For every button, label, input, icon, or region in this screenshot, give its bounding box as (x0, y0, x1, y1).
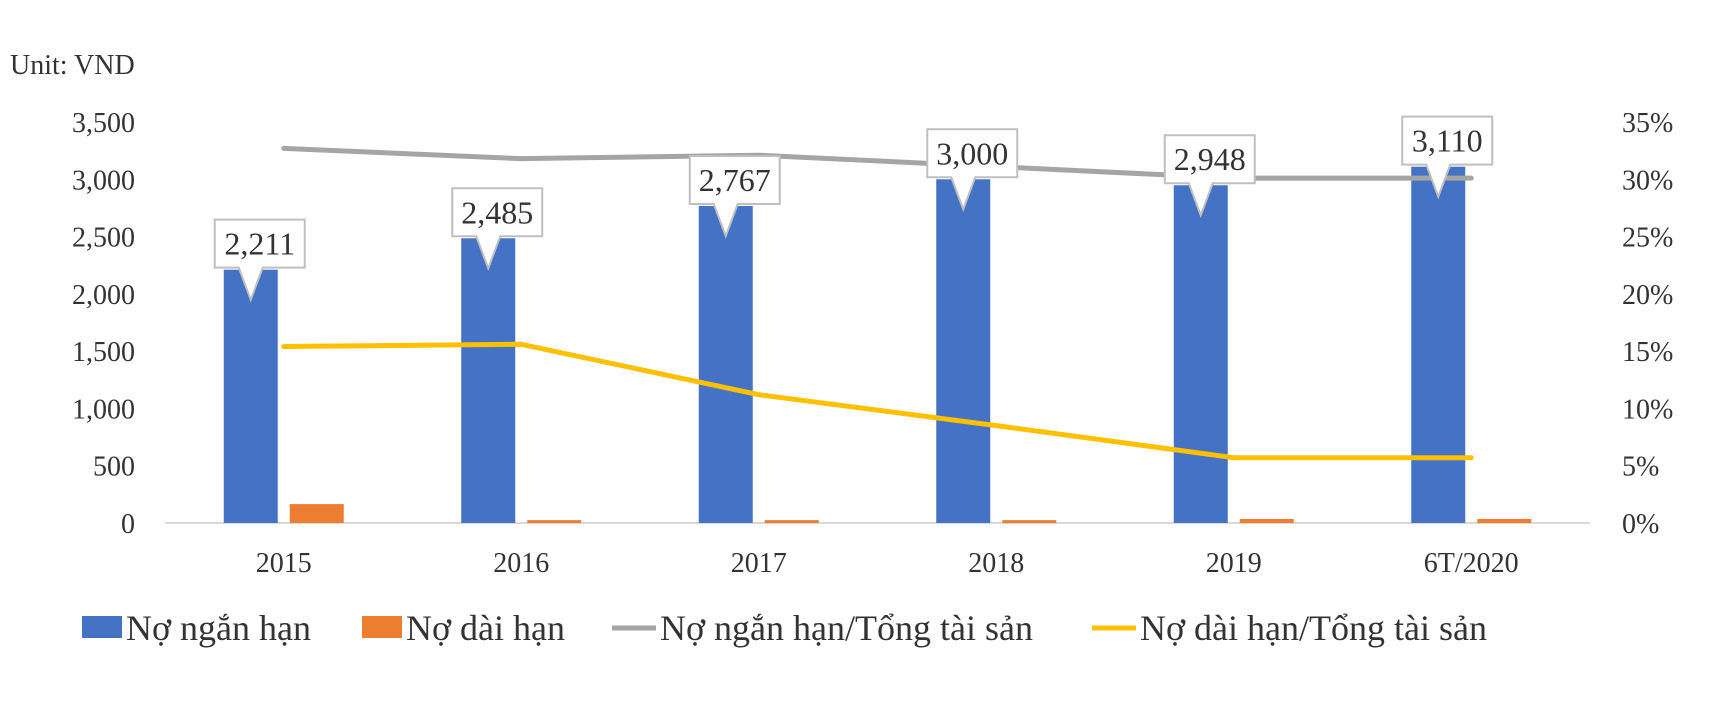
y-right-tick-label: 25% (1622, 223, 1673, 254)
bar (1173, 185, 1228, 524)
bar (764, 520, 819, 523)
bar (1239, 518, 1294, 523)
bar (1002, 520, 1057, 523)
bar (527, 520, 582, 523)
legend-label: Nợ ngắn hạn/Tổng tài sản (660, 608, 1033, 648)
data-label: 3,000 (936, 135, 1008, 171)
y-left-tick-label: 2,000 (72, 280, 135, 311)
x-tick-label: 2015 (256, 548, 312, 579)
bar (936, 179, 991, 524)
data-label-callout (1163, 134, 1256, 219)
y-right-tick-label: 15% (1622, 337, 1673, 368)
y-left-tick-label: 3,000 (72, 165, 135, 196)
x-tick-label: 2016 (493, 548, 549, 579)
data-label-callout (1401, 115, 1494, 200)
data-label: 2,211 (224, 226, 295, 262)
bar (223, 269, 278, 523)
y-left-tick-label: 1,000 (72, 394, 135, 425)
y-left-tick-label: 2,500 (72, 223, 135, 254)
y-left-tick-label: 1,500 (72, 337, 135, 368)
legend-swatch (362, 616, 402, 638)
data-label-callout (451, 187, 544, 272)
bar (289, 504, 344, 523)
series-line (281, 341, 1474, 461)
y-right-tick-label: 0% (1622, 509, 1659, 540)
x-tick-label: 2019 (1206, 548, 1262, 579)
y-right-tick-label: 20% (1622, 280, 1673, 311)
legend-swatch (82, 616, 122, 638)
data-label: 2,948 (1174, 141, 1246, 177)
x-tick-label: 2018 (968, 548, 1024, 579)
bar (698, 205, 753, 524)
data-label-callout (213, 218, 306, 303)
legend-label: Nợ dài hạn (406, 608, 565, 648)
data-label: 2,485 (461, 194, 533, 230)
y-left-tick-label: 3,500 (72, 108, 135, 139)
x-tick-label: 6T/2020 (1424, 548, 1519, 579)
legend-label: Nợ ngắn hạn (126, 608, 311, 648)
y-left-tick-label: 0 (121, 509, 135, 540)
y-right-tick-label: 35% (1622, 108, 1673, 139)
legend-label: Nợ dài hạn/Tổng tài sản (1140, 608, 1487, 648)
data-label: 2,767 (699, 162, 771, 198)
y-right-tick-label: 10% (1622, 394, 1673, 425)
y-right-tick-label: 5% (1622, 452, 1659, 483)
unit-label: Unit: VND (10, 50, 135, 81)
y-right-tick-label: 30% (1622, 165, 1673, 196)
data-label-callout (926, 128, 1019, 213)
y-left-tick-label: 500 (93, 452, 135, 483)
bar (1477, 518, 1532, 523)
x-tick-label: 2017 (731, 548, 787, 579)
series-line (281, 145, 1474, 181)
data-label-callout (688, 154, 781, 239)
bar (461, 238, 516, 524)
bar (1411, 166, 1466, 523)
data-label: 3,110 (1412, 123, 1483, 159)
